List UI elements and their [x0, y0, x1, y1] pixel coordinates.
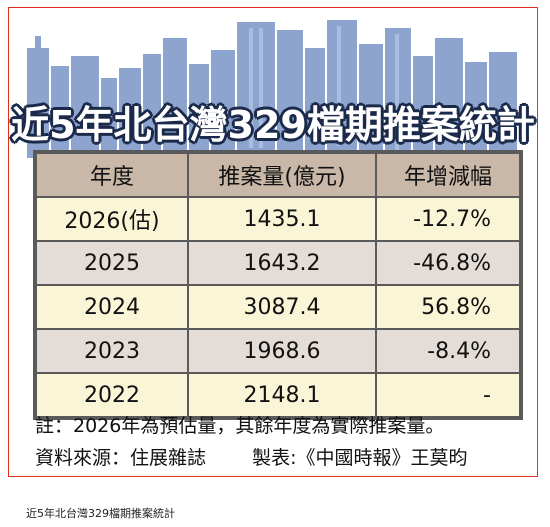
cell-amount: 1435.1	[187, 196, 377, 242]
chart-credit: 製表:《中國時報》王莫昀	[252, 447, 468, 469]
infographic-title: 近5年北台灣329檔期推案統計	[11, 103, 535, 147]
cell-change: -	[375, 372, 521, 418]
cell-year: 2025	[35, 240, 189, 286]
infographic-frame: 近5年北台灣329檔期推案統計 年度 推案量(億元) 年增減幅 2026(估) …	[8, 7, 538, 477]
cell-year: 2024	[35, 284, 189, 330]
cell-change: 56.8%	[375, 284, 521, 330]
stats-table: 年度 推案量(億元) 年增減幅 2026(估) 1435.1 -12.7% 20…	[33, 150, 523, 420]
city-skyline-graphic	[27, 20, 517, 158]
cell-year: 2023	[35, 328, 189, 374]
table-row: 2026(估) 1435.1 -12.7%	[35, 196, 521, 242]
image-caption: 近5年北台灣329檔期推案統計	[26, 507, 175, 520]
cell-amount: 1968.6	[187, 328, 377, 374]
header-amount: 推案量(億元)	[187, 152, 377, 198]
source-row: 資料來源：住展雜誌 製表:《中國時報》王莫昀	[35, 442, 468, 474]
cell-amount: 1643.2	[187, 240, 377, 286]
cell-change: -46.8%	[375, 240, 521, 286]
footnotes: 註：2026年為預估量，其餘年度為實際推案量。 資料來源：住展雜誌 製表:《中國…	[35, 410, 468, 474]
table-row: 2024 3087.4 56.8%	[35, 284, 521, 330]
cell-amount: 2148.1	[187, 372, 377, 418]
cell-change: -8.4%	[375, 328, 521, 374]
cell-year: 2026(估)	[35, 196, 189, 242]
estimate-note: 註：2026年為預估量，其餘年度為實際推案量。	[35, 415, 445, 437]
table-row: 2023 1968.6 -8.4%	[35, 328, 521, 374]
table-header-row: 年度 推案量(億元) 年增減幅	[35, 152, 521, 198]
cell-change: -12.7%	[375, 196, 521, 242]
cell-year: 2022	[35, 372, 189, 418]
table-row: 2025 1643.2 -46.8%	[35, 240, 521, 286]
header-year: 年度	[35, 152, 189, 198]
table-row: 2022 2148.1 -	[35, 372, 521, 418]
cell-amount: 3087.4	[187, 284, 377, 330]
header-change: 年增減幅	[375, 152, 521, 198]
data-source: 資料來源：住展雜誌	[35, 447, 207, 469]
